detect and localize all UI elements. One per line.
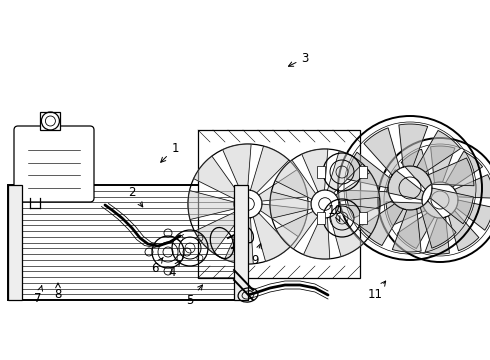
Text: 2: 2 xyxy=(128,185,143,207)
Polygon shape xyxy=(346,152,390,188)
Polygon shape xyxy=(455,175,490,198)
Polygon shape xyxy=(260,204,308,237)
Polygon shape xyxy=(445,152,483,187)
Polygon shape xyxy=(270,192,312,218)
Polygon shape xyxy=(188,190,235,220)
Polygon shape xyxy=(425,217,449,254)
Polygon shape xyxy=(417,130,461,172)
Bar xyxy=(40,112,60,130)
Polygon shape xyxy=(336,172,380,201)
Text: 9: 9 xyxy=(251,244,261,266)
Bar xyxy=(359,212,367,224)
Text: 11: 11 xyxy=(368,281,386,302)
Text: 6: 6 xyxy=(151,257,163,274)
Polygon shape xyxy=(330,213,364,257)
Text: 5: 5 xyxy=(186,285,202,306)
Polygon shape xyxy=(275,160,316,199)
Bar xyxy=(8,185,248,300)
Polygon shape xyxy=(386,202,425,225)
Polygon shape xyxy=(364,128,400,175)
Polygon shape xyxy=(392,209,421,252)
Polygon shape xyxy=(253,213,291,261)
Polygon shape xyxy=(399,124,428,167)
Polygon shape xyxy=(430,188,473,224)
Polygon shape xyxy=(250,146,289,193)
Polygon shape xyxy=(259,170,308,201)
Polygon shape xyxy=(420,201,456,248)
Bar xyxy=(317,212,325,224)
Polygon shape xyxy=(448,211,479,251)
Polygon shape xyxy=(303,217,330,259)
Polygon shape xyxy=(346,190,392,218)
Polygon shape xyxy=(276,211,318,249)
Text: 10: 10 xyxy=(327,203,343,222)
Polygon shape xyxy=(397,213,435,248)
Polygon shape xyxy=(431,146,455,183)
Polygon shape xyxy=(195,211,241,253)
Polygon shape xyxy=(194,156,239,199)
Bar xyxy=(198,130,360,278)
Bar xyxy=(359,166,367,178)
Polygon shape xyxy=(360,204,403,246)
Bar xyxy=(8,185,22,300)
Bar xyxy=(234,185,248,300)
Text: 7: 7 xyxy=(34,286,43,305)
Polygon shape xyxy=(456,200,490,230)
Text: 4: 4 xyxy=(168,261,180,279)
Polygon shape xyxy=(387,170,424,200)
Text: 8: 8 xyxy=(54,283,62,301)
Polygon shape xyxy=(401,149,432,189)
Text: 1: 1 xyxy=(161,141,179,162)
Polygon shape xyxy=(327,151,363,193)
Polygon shape xyxy=(337,204,380,234)
Polygon shape xyxy=(222,144,251,192)
Polygon shape xyxy=(224,217,253,264)
Bar xyxy=(317,166,325,178)
Text: 3: 3 xyxy=(289,51,309,66)
Polygon shape xyxy=(302,149,328,192)
Polygon shape xyxy=(428,158,474,186)
FancyBboxPatch shape xyxy=(14,126,94,202)
